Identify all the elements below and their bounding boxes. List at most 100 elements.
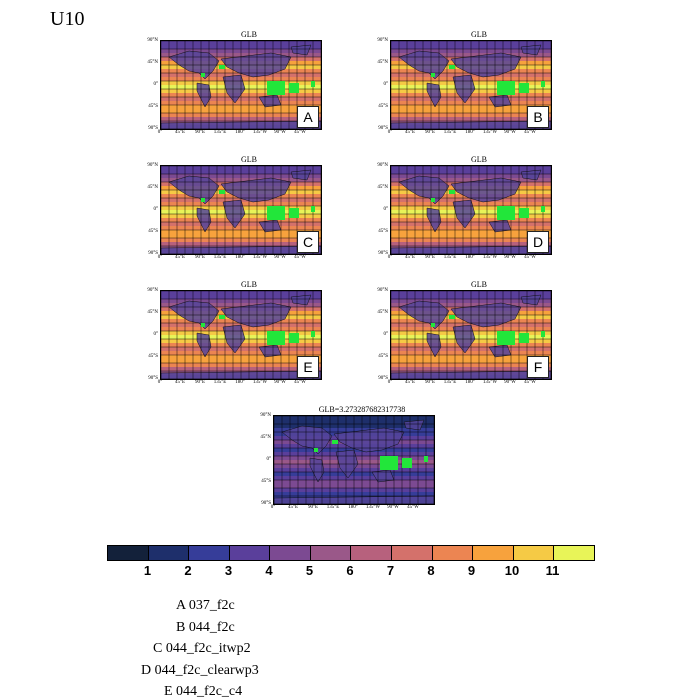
missing-data-patch bbox=[431, 323, 435, 327]
missing-data-patch bbox=[219, 190, 225, 194]
missing-data-patch bbox=[219, 315, 225, 319]
panel-title: GLB bbox=[471, 30, 487, 39]
longitude-tick-label: 90°E bbox=[307, 505, 319, 510]
longitude-tick-label: 135°W bbox=[482, 130, 498, 135]
longitude-tick-label: 0° bbox=[387, 130, 393, 135]
longitude-tick-label: 90°W bbox=[504, 130, 516, 135]
missing-data-patch bbox=[541, 81, 545, 87]
longitude-tick-label: 45°E bbox=[174, 255, 186, 260]
missing-data-patch bbox=[311, 81, 315, 87]
missing-data-patch bbox=[402, 458, 412, 468]
longitude-tick-label: 180° bbox=[465, 255, 475, 260]
missing-data-patch bbox=[541, 331, 545, 337]
longitude-tick-label: 0° bbox=[387, 380, 393, 385]
colorbar-box bbox=[392, 546, 433, 560]
latitude-tick-label: 45°S bbox=[378, 229, 388, 234]
map-panel-e: GLB E 90°N 45°N 0° 45°S 90°S 0° 45°E 90°E 135°E 1… bbox=[144, 280, 354, 392]
missing-data-patch bbox=[311, 331, 315, 337]
longitude-tick-label: 45°W bbox=[524, 255, 536, 260]
map-svg bbox=[161, 291, 321, 379]
longitude-tick-label: 45°E bbox=[404, 130, 416, 135]
map-svg bbox=[161, 41, 321, 129]
map-svg bbox=[391, 291, 551, 379]
main-title: U10 bbox=[50, 8, 85, 30]
missing-data-patch bbox=[519, 333, 529, 343]
latitude-tick-label: 0° bbox=[383, 82, 389, 87]
latitude-tick-label: 0° bbox=[383, 332, 389, 337]
panel-letter-label: F bbox=[527, 356, 549, 378]
longitude-tick-label: 45°E bbox=[174, 380, 186, 385]
latitude-tick-label: 90°N bbox=[147, 38, 158, 43]
latitude-tick-label: 45°S bbox=[261, 479, 271, 484]
longitude-tick-label: 90°E bbox=[424, 130, 436, 135]
map-frame bbox=[390, 40, 552, 130]
longitude-tick-label: 90°E bbox=[194, 130, 206, 135]
longitude-tick-label: 135°E bbox=[443, 255, 457, 260]
continent-shape bbox=[520, 294, 542, 306]
map-frame bbox=[160, 290, 322, 380]
longitude-tick-label: 90°E bbox=[194, 255, 206, 260]
latitude-tick-label: 90°S bbox=[148, 376, 158, 381]
longitude-tick-label: 135°W bbox=[482, 255, 498, 260]
latitude-tick-label: 0° bbox=[266, 457, 272, 462]
panel-title: GLB bbox=[471, 155, 487, 164]
longitude-tick-label: 45°E bbox=[287, 505, 299, 510]
missing-data-patch bbox=[311, 206, 315, 212]
colorbar-tick-label: 7 bbox=[386, 563, 395, 578]
colorbar-box bbox=[108, 546, 149, 560]
longitude-tick-label: 180° bbox=[348, 505, 358, 510]
latitude-tick-label: 0° bbox=[153, 332, 159, 337]
panel-letter-label: E bbox=[297, 356, 319, 378]
longitude-tick-label: 45°E bbox=[404, 380, 416, 385]
missing-data-patch bbox=[519, 208, 529, 218]
legend-line-b: B 044_f2c bbox=[176, 620, 235, 635]
missing-data-patch bbox=[424, 456, 428, 462]
longitude-tick-label: 180° bbox=[235, 130, 245, 135]
panel-letter-label: D bbox=[527, 231, 549, 253]
longitude-tick-label: 135°W bbox=[252, 380, 268, 385]
latitude-tick-label: 45°N bbox=[377, 310, 388, 315]
latitude-tick-label: 0° bbox=[383, 207, 389, 212]
longitude-tick-label: 135°E bbox=[443, 130, 457, 135]
longitude-tick-label: 135°E bbox=[213, 380, 227, 385]
latitude-tick-label: 90°N bbox=[147, 288, 158, 293]
colorbar-tick-label: 6 bbox=[346, 563, 354, 578]
longitude-tick-label: 135°E bbox=[213, 255, 227, 260]
legend-line-d: D 044_f2c_clearwp3 bbox=[141, 663, 259, 678]
missing-data-patch bbox=[289, 83, 299, 93]
longitude-tick-label: 135°E bbox=[326, 505, 340, 510]
map-panel-obs: GLB=3.273287682317738 90°N 45°N 0° 45°S 90°S… bbox=[257, 405, 467, 517]
longitude-tick-label: 135°W bbox=[252, 130, 268, 135]
continent-shape bbox=[520, 44, 542, 56]
latitude-tick-label: 90°N bbox=[260, 413, 271, 418]
longitude-tick-label: 180° bbox=[465, 380, 475, 385]
longitude-tick-label: 135°W bbox=[482, 380, 498, 385]
latitude-tick-label: 0° bbox=[153, 207, 159, 212]
longitude-tick-label: 45°W bbox=[407, 505, 419, 510]
longitude-tick-label: 45°E bbox=[174, 130, 186, 135]
latitude-tick-label: 45°N bbox=[260, 435, 271, 440]
missing-data-patch bbox=[541, 206, 545, 212]
map-panel-f: GLB F 90°N 45°N 0° 45°S 90°S 0° 45°E 90°E 135°E 1… bbox=[374, 280, 584, 392]
panel-title: GLB bbox=[471, 280, 487, 289]
missing-data-patch bbox=[201, 323, 205, 327]
colorbar-tick-label: 2 bbox=[184, 563, 192, 578]
colorbar-box bbox=[432, 546, 474, 560]
missing-data-patch bbox=[267, 81, 285, 95]
panel-letter-label: C bbox=[297, 231, 319, 253]
colorbar-tick-label: 4 bbox=[265, 563, 273, 578]
map-frame bbox=[160, 40, 322, 130]
missing-data-patch bbox=[289, 208, 299, 218]
longitude-tick-label: 45°W bbox=[294, 255, 306, 260]
missing-data-patch bbox=[314, 448, 318, 452]
map-frame bbox=[390, 165, 552, 255]
continent-shape bbox=[290, 294, 312, 306]
latitude-tick-label: 90°S bbox=[261, 501, 271, 506]
longitude-tick-label: 180° bbox=[465, 130, 475, 135]
colorbar-tick-label: 10 bbox=[504, 563, 520, 578]
colorbar-box bbox=[310, 546, 352, 560]
colorbar-tick-label: 1 bbox=[143, 563, 152, 578]
latitude-tick-label: 45°S bbox=[148, 229, 158, 234]
longitude-tick-label: 135°W bbox=[252, 255, 268, 260]
map-panel-d: GLB D 90°N 45°N 0° 45°S 90°S 0° 45°E 90°E 135°E 1… bbox=[374, 155, 584, 267]
